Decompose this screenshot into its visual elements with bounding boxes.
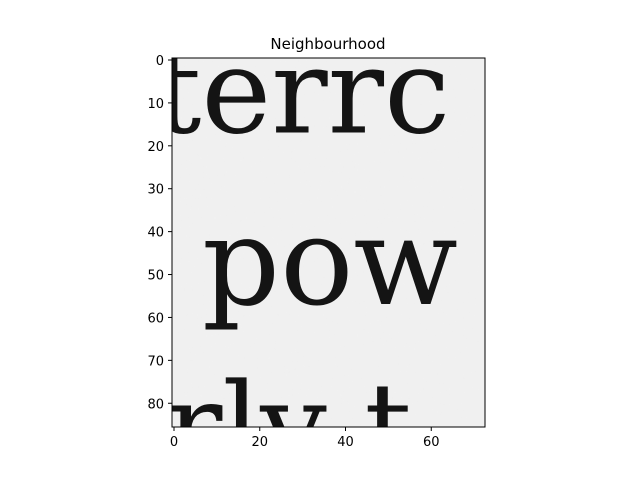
y-tick-label: 20	[147, 140, 164, 155]
y-tick-label: 40	[147, 226, 164, 241]
y-axis: 0 10 20 30 40 50 60 70 80	[147, 54, 172, 412]
chart-title: Neighbourhood	[270, 35, 385, 53]
heatmap-image: terrc pow rly t	[154, 22, 485, 480]
x-axis: 0 20 40 60	[170, 427, 440, 450]
image-text-row: rly t	[166, 357, 412, 480]
image-text-row: pow	[202, 191, 458, 333]
x-tick-label: 60	[423, 435, 440, 450]
y-tick-label: 30	[147, 183, 164, 198]
y-tick-label: 70	[147, 354, 164, 369]
x-tick-label: 40	[337, 435, 354, 450]
y-tick-label: 80	[147, 397, 164, 412]
y-tick-label: 50	[147, 269, 164, 284]
y-tick-label: 0	[156, 54, 164, 69]
x-tick-label: 0	[170, 435, 178, 450]
axes-frame	[171, 57, 486, 428]
y-tick-label: 10	[147, 97, 164, 112]
x-tick-label: 20	[251, 435, 268, 450]
y-tick-label: 60	[147, 311, 164, 326]
image-text-row: terrc	[154, 22, 450, 160]
